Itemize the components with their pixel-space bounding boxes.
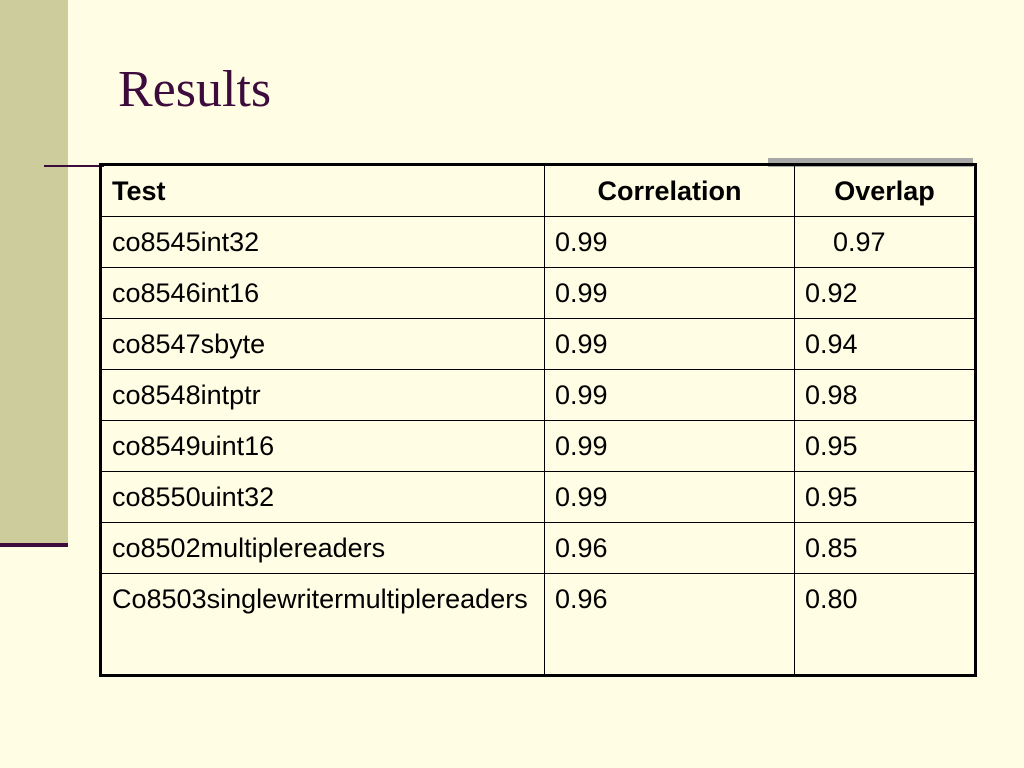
cell-overlap: 0.92 xyxy=(794,267,975,319)
page-title: Results xyxy=(118,61,272,118)
table-row: co8545int32 0.99 0.97 xyxy=(101,216,975,268)
cell-test: co8545int32 xyxy=(101,216,545,268)
header-correlation: Correlation xyxy=(544,165,795,217)
cell-overlap: 0.94 xyxy=(794,318,975,370)
cell-correlation: 0.96 xyxy=(544,522,795,574)
table-row: co8547sbyte 0.99 0.94 xyxy=(101,318,975,370)
cell-correlation: 0.99 xyxy=(544,267,795,319)
cell-test: co8549uint16 xyxy=(101,420,545,472)
cell-test: co8547sbyte xyxy=(101,318,545,370)
results-table: Test Correlation Overlap co8545int32 0.9… xyxy=(99,163,977,677)
header-row: Test Correlation Overlap xyxy=(101,165,975,217)
cell-test: co8546int16 xyxy=(101,267,545,319)
cell-test: Co8503singlewritermultiplereaders xyxy=(101,573,545,675)
title-rule xyxy=(44,165,104,167)
cell-correlation: 0.99 xyxy=(544,420,795,472)
side-band xyxy=(0,0,68,545)
cell-correlation: 0.99 xyxy=(544,318,795,370)
cell-overlap: 0.97 xyxy=(794,216,975,268)
cell-correlation: 0.99 xyxy=(544,471,795,523)
cell-overlap: 0.98 xyxy=(794,369,975,421)
side-rule xyxy=(0,543,68,547)
cell-overlap: 0.95 xyxy=(794,471,975,523)
cell-overlap: 0.80 xyxy=(794,573,975,675)
cell-correlation: 0.99 xyxy=(544,216,795,268)
cell-overlap: 0.85 xyxy=(794,522,975,574)
table-row: co8546int16 0.99 0.92 xyxy=(101,267,975,319)
cell-test: co8548intptr xyxy=(101,369,545,421)
table-row: Co8503singlewritermultiplereaders 0.96 0… xyxy=(101,573,975,675)
cell-test: co8502multiplereaders xyxy=(101,522,545,574)
table-row: co8550uint32 0.99 0.95 xyxy=(101,471,975,523)
table-shadow-bar xyxy=(768,158,973,167)
cell-overlap: 0.95 xyxy=(794,420,975,472)
table-row: co8549uint16 0.99 0.95 xyxy=(101,420,975,472)
cell-test: co8550uint32 xyxy=(101,471,545,523)
header-overlap: Overlap xyxy=(794,165,975,217)
table-row: co8548intptr 0.99 0.98 xyxy=(101,369,975,421)
cell-correlation: 0.96 xyxy=(544,573,795,675)
table-row: co8502multiplereaders 0.96 0.85 xyxy=(101,522,975,574)
cell-correlation: 0.99 xyxy=(544,369,795,421)
header-test: Test xyxy=(101,165,545,217)
